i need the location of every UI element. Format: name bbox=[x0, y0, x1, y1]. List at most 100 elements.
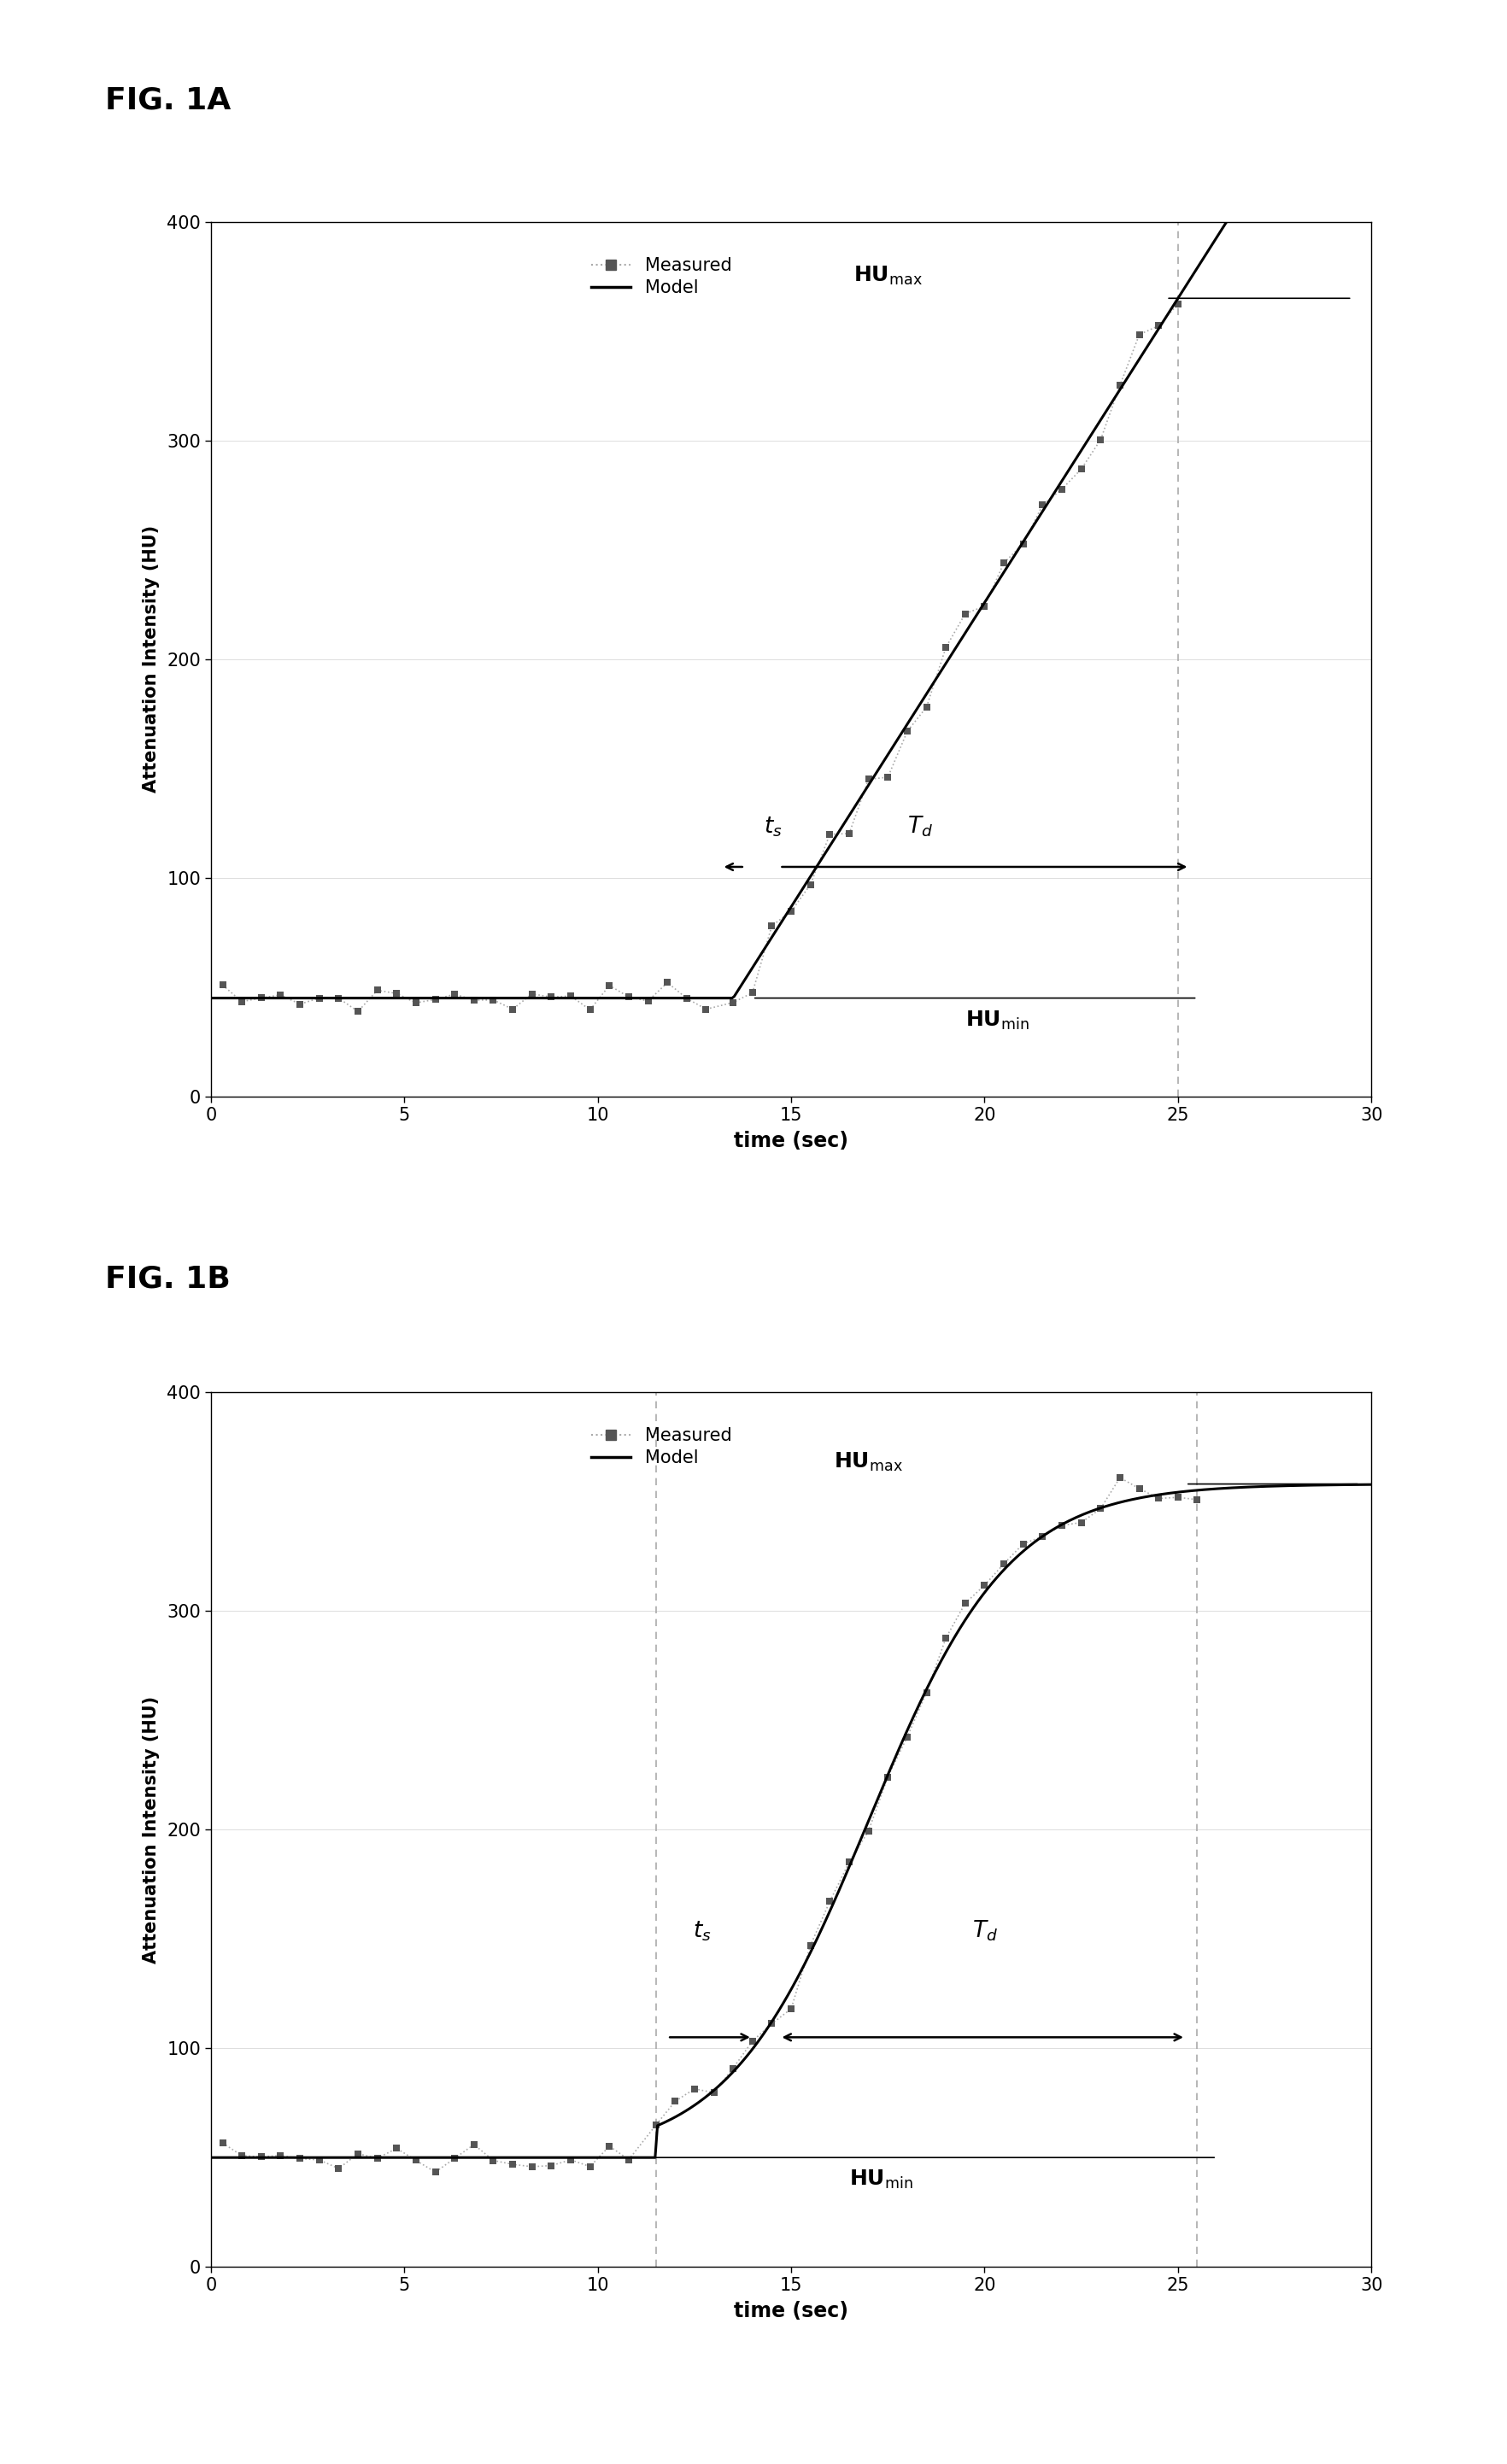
Point bbox=[597, 966, 621, 1005]
Point bbox=[500, 2144, 524, 2183]
Legend: Measured, Model: Measured, Model bbox=[591, 1427, 731, 1466]
Point bbox=[481, 981, 505, 1020]
Point bbox=[1088, 1488, 1112, 1528]
Point bbox=[443, 2139, 467, 2178]
Point bbox=[423, 981, 448, 1020]
Point bbox=[915, 687, 939, 727]
Point bbox=[838, 1843, 862, 1882]
Point bbox=[760, 2003, 784, 2043]
Point bbox=[500, 991, 524, 1030]
Point bbox=[954, 594, 978, 633]
Point bbox=[404, 2141, 428, 2181]
Text: HU$_{\rm min}$: HU$_{\rm min}$ bbox=[850, 2168, 913, 2190]
Point bbox=[579, 2146, 603, 2186]
Point bbox=[211, 2124, 235, 2163]
Point bbox=[249, 978, 273, 1018]
Point bbox=[876, 1757, 900, 1796]
Point bbox=[1031, 1518, 1055, 1557]
Point bbox=[365, 971, 389, 1010]
Point bbox=[423, 2154, 448, 2193]
Point bbox=[1127, 1469, 1151, 1508]
Point bbox=[895, 1717, 919, 1757]
Point bbox=[740, 2020, 764, 2060]
Point bbox=[972, 586, 996, 626]
Point bbox=[954, 1584, 978, 1624]
Point bbox=[268, 2136, 292, 2176]
Point bbox=[722, 983, 746, 1023]
Point bbox=[799, 1924, 823, 1964]
Point bbox=[559, 976, 583, 1015]
Point bbox=[347, 2134, 371, 2173]
Y-axis label: Attenuation Intensity (HU): Attenuation Intensity (HU) bbox=[143, 525, 160, 793]
Point bbox=[1147, 1478, 1171, 1518]
Text: HU$_{\rm max}$: HU$_{\rm max}$ bbox=[853, 266, 922, 288]
Point bbox=[695, 991, 719, 1030]
Point bbox=[636, 981, 660, 1020]
Point bbox=[1011, 525, 1035, 564]
Text: $t_s$: $t_s$ bbox=[693, 1919, 711, 1944]
Point bbox=[1186, 1481, 1210, 1520]
Point bbox=[463, 981, 487, 1020]
Point bbox=[838, 813, 862, 853]
Point bbox=[463, 2124, 487, 2163]
Point bbox=[1088, 419, 1112, 458]
Text: FIG. 1A: FIG. 1A bbox=[105, 86, 231, 116]
Point bbox=[365, 2139, 389, 2178]
Point bbox=[211, 966, 235, 1005]
Point bbox=[1050, 1506, 1074, 1545]
Point bbox=[579, 991, 603, 1030]
Point bbox=[231, 983, 255, 1023]
Point bbox=[268, 976, 292, 1015]
Point bbox=[249, 2136, 273, 2176]
Point bbox=[347, 993, 371, 1032]
Point bbox=[384, 2129, 408, 2168]
Point bbox=[934, 1619, 958, 1658]
Y-axis label: Attenuation Intensity (HU): Attenuation Intensity (HU) bbox=[143, 1695, 160, 1964]
Point bbox=[1070, 1503, 1094, 1542]
Point bbox=[799, 865, 823, 904]
Point bbox=[1050, 468, 1074, 508]
Point bbox=[1070, 448, 1094, 488]
Point bbox=[1166, 283, 1191, 323]
Point bbox=[443, 973, 467, 1013]
Point bbox=[384, 973, 408, 1013]
Point bbox=[327, 978, 351, 1018]
Point bbox=[1108, 1459, 1132, 1498]
Text: $T_d$: $T_d$ bbox=[972, 1919, 998, 1944]
Point bbox=[856, 1811, 880, 1850]
Point bbox=[722, 2048, 746, 2087]
Point bbox=[779, 892, 803, 931]
Point bbox=[1127, 315, 1151, 355]
Point bbox=[1166, 1478, 1191, 1518]
Point bbox=[856, 759, 880, 798]
Point bbox=[597, 2126, 621, 2166]
Text: FIG. 1B: FIG. 1B bbox=[105, 1264, 231, 1294]
Point bbox=[972, 1565, 996, 1604]
X-axis label: time (sec): time (sec) bbox=[734, 1131, 848, 1151]
Point bbox=[481, 2141, 505, 2181]
X-axis label: time (sec): time (sec) bbox=[734, 2301, 848, 2321]
Point bbox=[404, 983, 428, 1023]
Text: $T_d$: $T_d$ bbox=[907, 813, 933, 838]
Text: HU$_{\rm min}$: HU$_{\rm min}$ bbox=[966, 1008, 1029, 1032]
Point bbox=[818, 816, 842, 855]
Point bbox=[818, 1882, 842, 1922]
Point bbox=[1031, 485, 1055, 525]
Point bbox=[616, 978, 640, 1018]
Point bbox=[740, 973, 764, 1013]
Point bbox=[307, 978, 332, 1018]
Point bbox=[520, 973, 544, 1013]
Text: $t_s$: $t_s$ bbox=[764, 816, 782, 838]
Point bbox=[656, 963, 680, 1003]
Point bbox=[643, 2104, 668, 2144]
Point bbox=[675, 978, 699, 1018]
Point bbox=[663, 2082, 687, 2122]
Text: HU$_{\rm max}$: HU$_{\rm max}$ bbox=[833, 1451, 903, 1473]
Point bbox=[231, 2136, 255, 2176]
Point bbox=[779, 1988, 803, 2028]
Point bbox=[559, 2141, 583, 2181]
Legend: Measured, Model: Measured, Model bbox=[591, 256, 731, 296]
Point bbox=[540, 978, 564, 1018]
Point bbox=[934, 628, 958, 668]
Point bbox=[876, 756, 900, 796]
